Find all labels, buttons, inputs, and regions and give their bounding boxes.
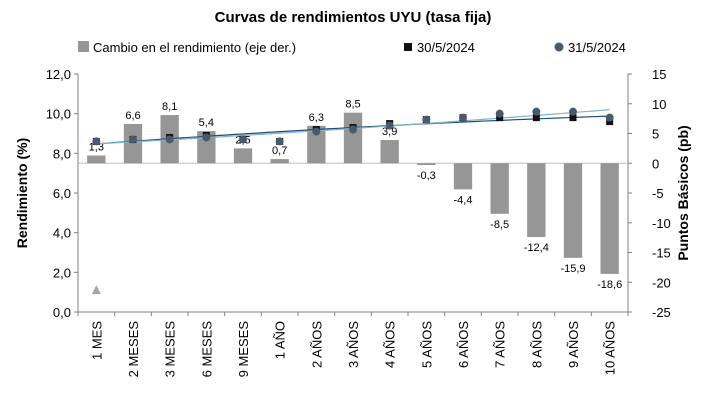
y-right-tick-label: 10 — [652, 97, 666, 112]
bar-data-label: 1,3 — [89, 142, 104, 154]
y-right-tick-label: 0 — [652, 156, 659, 171]
bar — [123, 123, 143, 164]
bar — [233, 148, 253, 164]
x-tick-label: 1 AÑO — [273, 321, 288, 359]
y-left-tick-label: 2,0 — [53, 265, 71, 280]
bar-data-label: -4,4 — [454, 194, 473, 206]
legend-label-bar: Cambio en el rendimiento (eje der.) — [93, 40, 296, 55]
y-right-tick-label: -5 — [652, 186, 664, 201]
legend: Cambio en el rendimiento (eje der.) 30/5… — [78, 40, 626, 55]
chart-title: Curvas de rendimientos UYU (tasa fija) — [215, 9, 492, 26]
x-tick-label: 4 AÑOS — [383, 321, 398, 368]
y-left-tick-label: 4,0 — [53, 226, 71, 241]
y-right-tick-label: -10 — [652, 216, 671, 231]
bar — [87, 155, 106, 164]
legend-label-30-5: 30/5/2024 — [417, 40, 475, 55]
y-right-tick-label: 5 — [652, 127, 659, 142]
x-tick-label: 3 MESES — [163, 321, 178, 378]
bar — [453, 163, 473, 190]
legend-label-31-5: 31/5/2024 — [568, 40, 626, 55]
point-31-5-2024 — [349, 125, 357, 134]
bar — [270, 159, 289, 164]
x-tick-label: 3 AÑOS — [346, 321, 361, 368]
bar — [563, 163, 583, 258]
y-left-tick-label: 12,0 — [46, 67, 71, 82]
point-31-5-2024 — [569, 107, 577, 116]
legend-swatch-30-5 — [404, 43, 412, 51]
x-tick-label: 5 AÑOS — [419, 321, 434, 368]
point-31-5-2024 — [312, 127, 321, 136]
bar — [307, 125, 326, 164]
bar-data-label: 6,3 — [309, 112, 324, 124]
point-31-5-2024 — [165, 135, 174, 144]
point-31-5-2024 — [129, 135, 137, 144]
point-31-5-2024 — [532, 107, 541, 116]
legend-swatch-31-5 — [554, 42, 564, 52]
x-tick-label: 10 AÑOS — [603, 321, 618, 376]
bar — [490, 163, 509, 214]
y-left-tick-label: 6,0 — [53, 186, 71, 201]
x-tick-label: 9 MESES — [236, 321, 251, 378]
x-tick-label: 6 MESES — [199, 321, 214, 378]
point-30-5-2024 — [532, 114, 540, 122]
x-tick-label: 6 AÑOS — [456, 321, 471, 368]
y-right-tick-label: 15 — [652, 67, 666, 82]
bar-data-label: 0,7 — [272, 145, 287, 157]
point-31-5-2024 — [385, 121, 394, 130]
point-31-5-2024 — [459, 113, 467, 122]
x-tick-label: 7 AÑOS — [493, 321, 508, 368]
bar-data-label: 3,9 — [382, 126, 397, 138]
bar-data-label: 5,4 — [199, 117, 214, 129]
x-tick-label: 1 MES — [89, 321, 104, 360]
point-30-5-2024 — [569, 114, 577, 122]
y-axis-right-title: Puntos Básicos (pb) — [675, 125, 691, 260]
bar — [380, 140, 399, 164]
bar-data-label: -12,4 — [524, 242, 549, 254]
y-left-tick-label: 0,0 — [53, 305, 71, 320]
bar-data-label: -18,6 — [597, 279, 622, 291]
point-31-5-2024 — [202, 133, 211, 142]
x-tick-label: 8 AÑOS — [529, 321, 544, 368]
y-right-tick-label: -20 — [652, 275, 671, 290]
point-31-5-2024 — [92, 137, 101, 146]
x-tick-label: 2 MESES — [126, 321, 141, 378]
point-31-5-2024 — [239, 135, 247, 144]
plot-area: 0,0 2,0 4,0 6,0 8,0 10,0 12,0 15 10 5 0 -5 -10 -15 -20… — [46, 67, 671, 377]
bar-data-label: 8,1 — [162, 101, 177, 113]
point-31-5-2024 — [275, 137, 284, 146]
y-right-tick-label: -25 — [652, 305, 671, 320]
point-31-5-2024 — [495, 109, 504, 118]
bar — [600, 163, 619, 274]
bar-data-label: 6,6 — [125, 110, 140, 122]
bar — [527, 163, 546, 238]
bar — [417, 163, 436, 166]
x-tick-label: 9 AÑOS — [566, 321, 581, 368]
x-tick-label: 2 AÑOS — [309, 321, 324, 368]
legend-swatch-bar — [78, 41, 89, 52]
bar-data-label: -15,9 — [560, 263, 585, 275]
y-left-tick-label: 8,0 — [53, 146, 71, 161]
bar-data-label: 8,5 — [345, 99, 360, 111]
triangle-marker — [91, 285, 101, 295]
y-axis-left-title: Rendimiento (%) — [14, 138, 30, 248]
bar-data-label: -8,5 — [490, 219, 509, 231]
bar-data-label: -0,3 — [417, 170, 436, 182]
bar — [343, 112, 363, 164]
bar — [197, 131, 216, 164]
point-31-5-2024 — [422, 115, 431, 124]
y-left-tick-label: 10,0 — [46, 107, 71, 122]
point-31-5-2024 — [605, 113, 614, 122]
y-right-tick-label: -15 — [652, 246, 671, 261]
